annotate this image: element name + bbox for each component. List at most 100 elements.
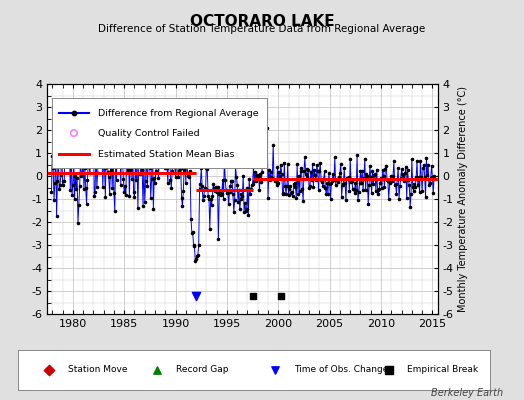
Point (47, 189, 56, 196)
Point (354, 197, 362, 204)
Point (224, 188, 232, 195)
Point (150, 175, 158, 181)
Point (299, 198, 308, 204)
Point (238, 192, 247, 199)
Point (117, 141, 126, 147)
Point (391, 181, 400, 188)
Point (228, 178, 236, 185)
Point (266, 169, 275, 175)
Point (72, 185, 81, 192)
Point (387, 173, 396, 179)
Point (404, 177, 412, 183)
Point (247, 186, 255, 192)
Point (57, 172, 65, 178)
Point (401, 170, 409, 176)
Text: Difference of Station Temperature Data from Regional Average: Difference of Station Temperature Data f… (99, 24, 425, 34)
Point (320, 168, 329, 174)
Point (100, 164, 108, 171)
Point (105, 191, 114, 198)
Point (427, 174, 435, 181)
Point (256, 170, 265, 177)
Point (127, 149, 135, 156)
Point (272, 182, 281, 189)
Point (148, 135, 157, 142)
Point (232, 174, 241, 180)
Point (221, 177, 230, 183)
Point (245, 176, 254, 182)
Point (163, 164, 171, 171)
Point (97, 144, 105, 150)
Point (162, 156, 170, 163)
Y-axis label: Monthly Temperature Anomaly Difference (°C): Monthly Temperature Anomaly Difference (… (457, 86, 468, 312)
Point (276, 172, 284, 179)
Point (320, 176, 328, 182)
Point (88, 163, 96, 169)
Point (71, 172, 80, 179)
Point (270, 176, 278, 182)
Point (327, 180, 335, 186)
Point (369, 181, 377, 188)
Point (361, 156, 369, 162)
Point (253, 172, 261, 179)
Point (325, 180, 334, 187)
Point (81, 165, 89, 172)
Point (422, 155, 431, 162)
Point (229, 191, 237, 198)
Point (390, 182, 399, 188)
Point (377, 174, 385, 181)
Point (402, 164, 410, 170)
Point (393, 176, 401, 182)
Point (384, 178, 392, 184)
Point (381, 166, 389, 172)
Point (217, 190, 226, 197)
Point (67, 149, 75, 156)
Point (313, 168, 322, 174)
Point (243, 206, 251, 212)
Text: OCTORARO LAKE: OCTORARO LAKE (190, 14, 334, 29)
Point (302, 174, 311, 180)
Point (125, 192, 134, 199)
Point (345, 188, 354, 194)
Point (371, 171, 379, 178)
Point (201, 186, 210, 192)
Point (93, 184, 101, 190)
Point (269, 142, 277, 148)
Point (186, 168, 194, 174)
Point (418, 188, 427, 194)
Point (296, 188, 304, 194)
Point (266, 176, 274, 183)
Point (281, 182, 289, 189)
Point (60, 178, 69, 184)
Point (397, 166, 406, 172)
Point (90, 193, 99, 199)
Point (226, 183, 235, 189)
Point (428, 174, 436, 180)
Point (93, 170, 102, 176)
Text: Berkeley Earth: Berkeley Earth (431, 388, 503, 398)
Point (102, 145, 111, 151)
Point (362, 171, 370, 177)
Point (288, 189, 296, 196)
Point (312, 177, 320, 183)
Point (394, 164, 402, 171)
Point (217, 192, 225, 199)
Point (400, 178, 408, 184)
Point (425, 180, 434, 186)
Point (143, 183, 151, 190)
Point (367, 189, 376, 196)
Point (139, 203, 147, 210)
Point (202, 165, 211, 171)
Point (166, 176, 174, 183)
Point (98, 151, 106, 158)
Point (56, 182, 64, 188)
Point (128, 152, 137, 158)
Point (182, 146, 191, 152)
Point (374, 190, 383, 197)
Text: Record Gap: Record Gap (176, 366, 229, 374)
Point (247, 182, 256, 188)
Point (101, 194, 110, 200)
Point (194, 252, 202, 258)
Point (200, 193, 208, 200)
Point (421, 194, 430, 201)
Point (293, 161, 301, 168)
